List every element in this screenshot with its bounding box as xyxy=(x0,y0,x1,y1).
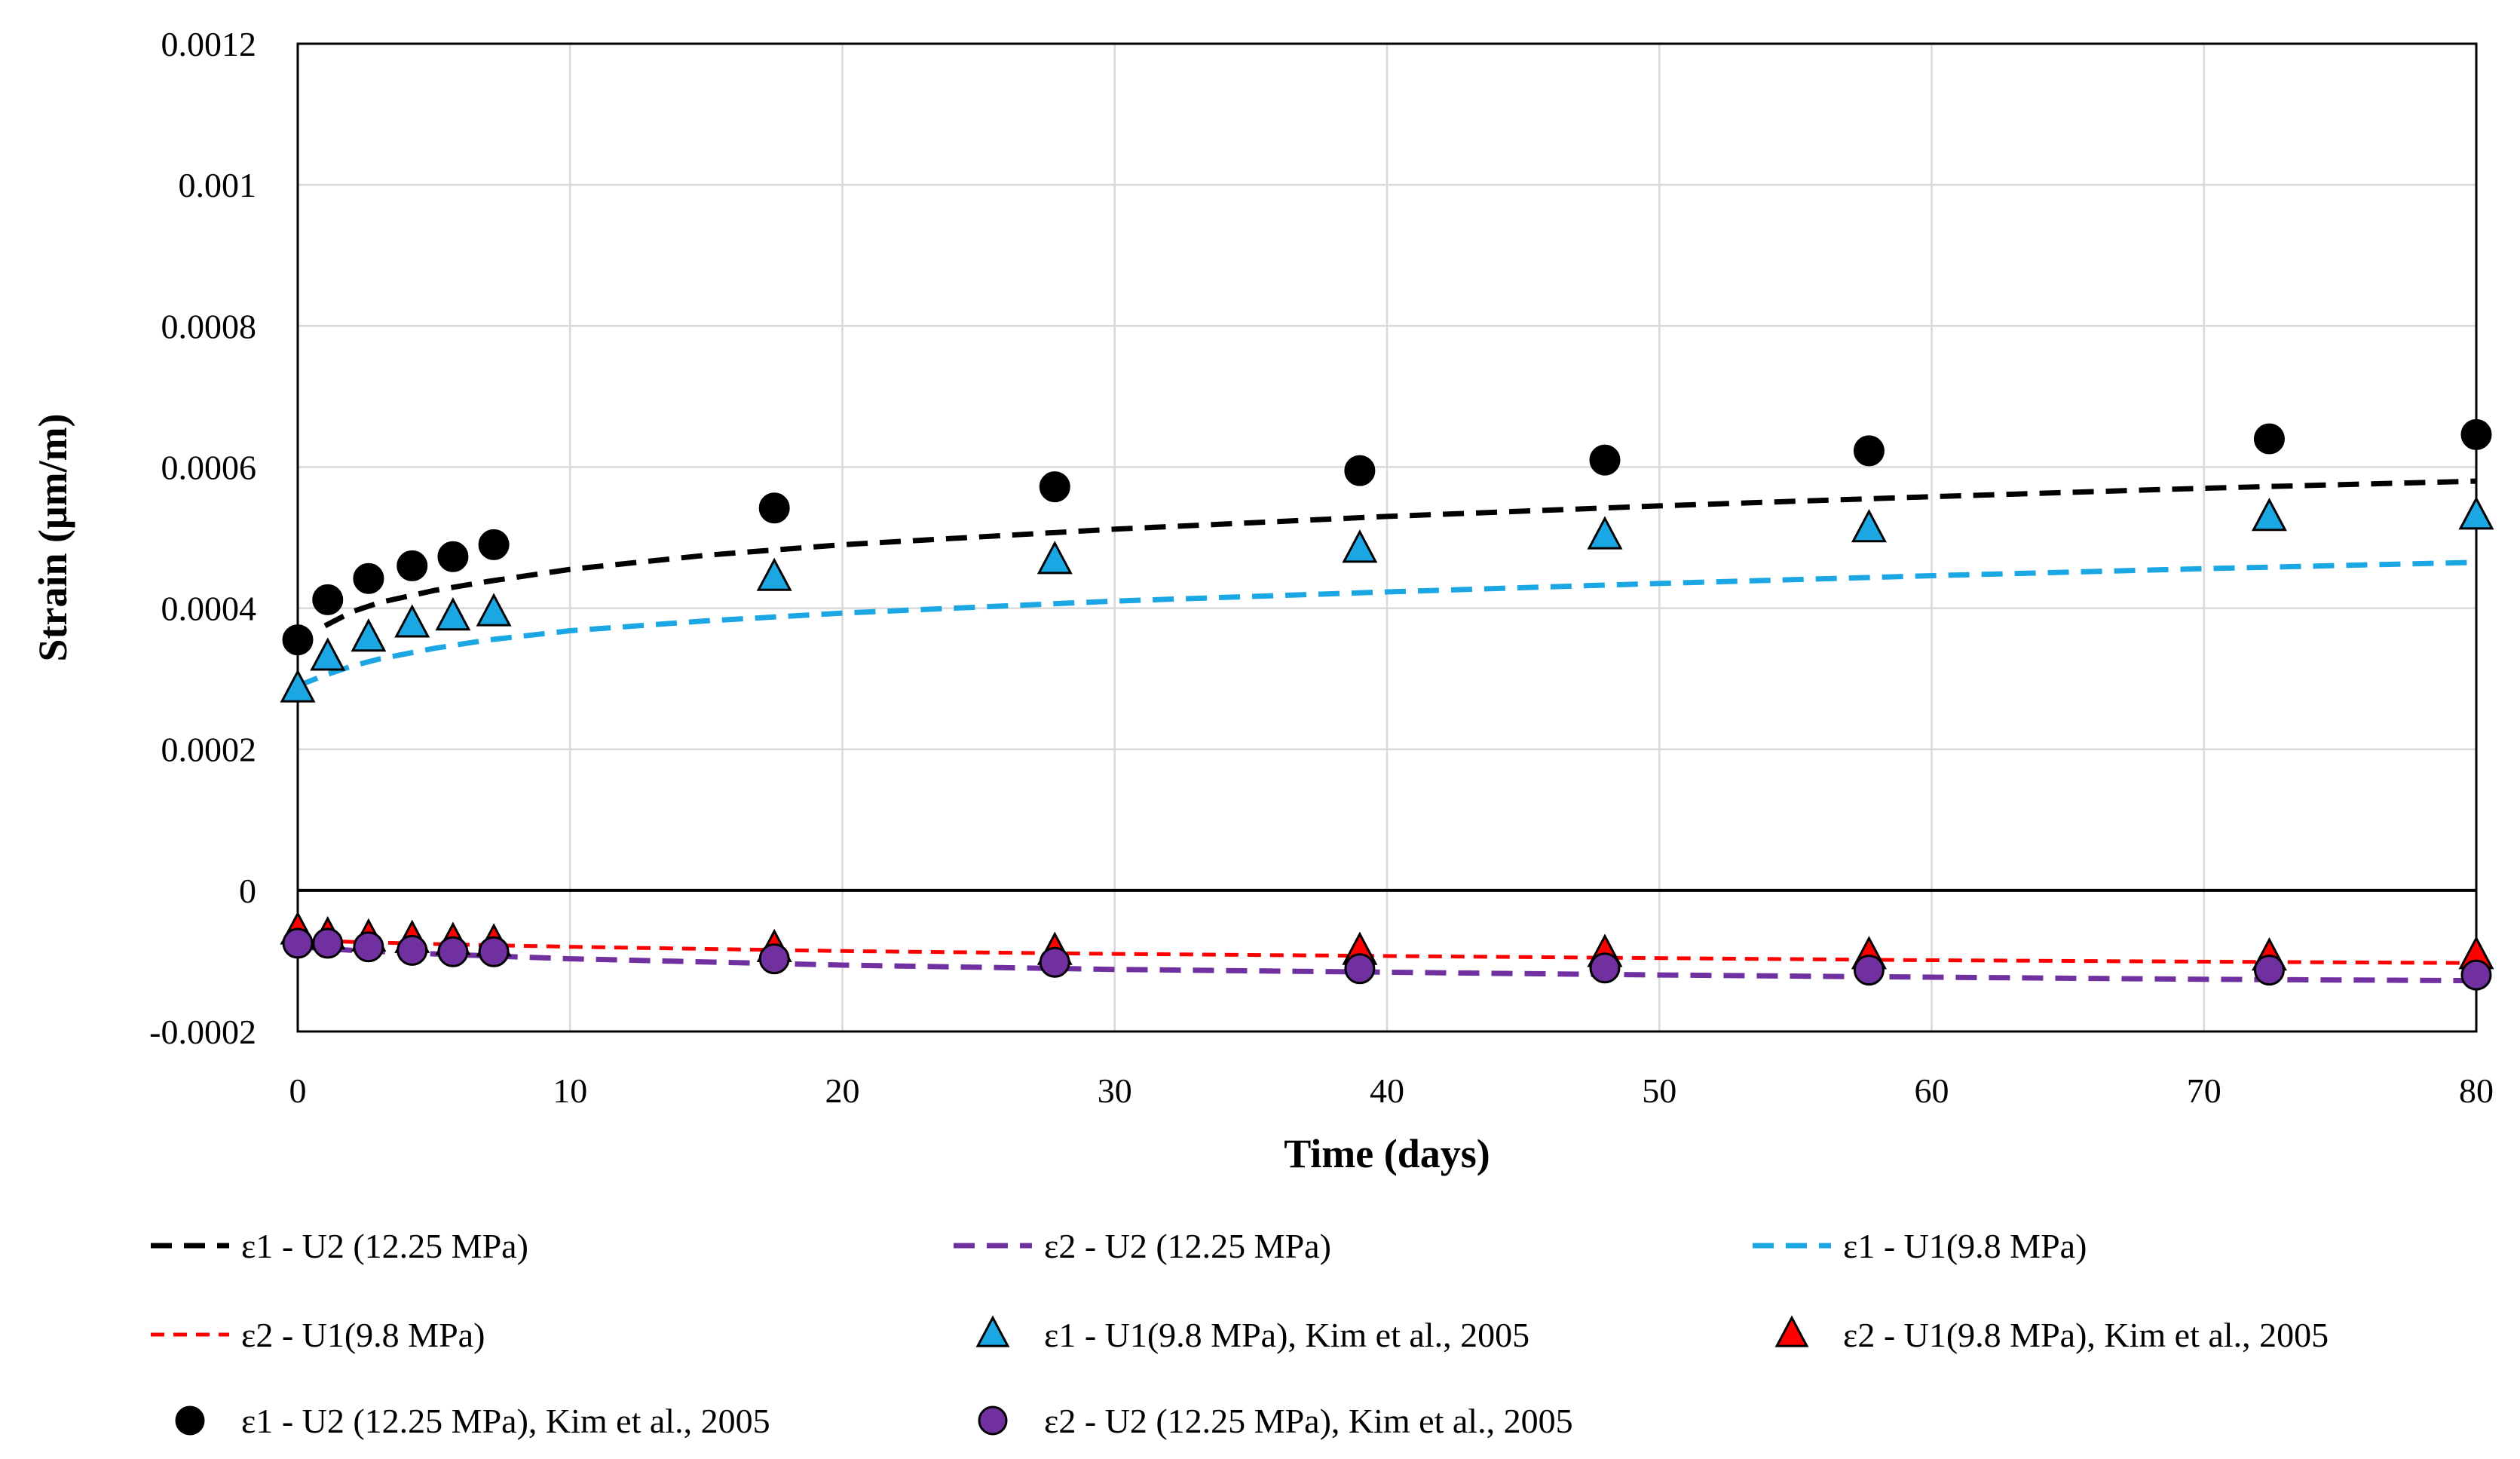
y-tick-label: 0.001 xyxy=(179,166,257,204)
x-tick-label: 20 xyxy=(825,1071,860,1110)
data-point-triangle xyxy=(351,618,387,652)
data-point-triangle xyxy=(310,637,346,671)
data-point-circle xyxy=(312,927,344,959)
legend-label: ε2 - U1(9.8 MPa), Kim et al., 2005 xyxy=(1843,1316,2329,1354)
data-point-circle xyxy=(1589,952,1621,984)
series-line xyxy=(323,478,2477,629)
legend-item: ε2 - U2 (12.25 MPa) xyxy=(954,1227,1331,1265)
legend-label: ε2 - U1(9.8 MPa) xyxy=(241,1316,485,1354)
data-point-circle xyxy=(478,529,510,560)
x-tick-label: 0 xyxy=(289,1071,307,1110)
data-point-triangle xyxy=(435,596,471,631)
data-point-circle xyxy=(1039,946,1070,978)
data-point-circle xyxy=(1039,471,1070,503)
y-tick-label: 0.0002 xyxy=(161,731,257,769)
series-line xyxy=(296,559,2477,688)
y-tick-label: 0.0004 xyxy=(161,590,257,628)
y-tick-label: 0.0012 xyxy=(161,25,257,63)
x-tick-label: 10 xyxy=(553,1071,587,1110)
series-markers xyxy=(280,418,2494,991)
plot-area-border xyxy=(296,42,2478,1033)
y-tick-label: 0.0008 xyxy=(161,307,257,345)
data-point-circle xyxy=(353,562,384,594)
data-point-triangle xyxy=(394,604,430,638)
x-tick-label: 50 xyxy=(1642,1071,1676,1110)
legend-label: ε2 - U2 (12.25 MPa) xyxy=(1044,1227,1331,1265)
data-point-circle xyxy=(282,927,314,959)
x-axis-ticks: 0 10 20 30 40 50 60 70 80 xyxy=(289,1071,2494,1110)
data-point-circle xyxy=(282,624,314,656)
data-point-triangle xyxy=(280,669,316,703)
x-tick-label: 80 xyxy=(2459,1071,2494,1110)
data-point-circle xyxy=(1853,955,1885,986)
legend-label: ε1 - U1(9.8 MPa) xyxy=(1843,1227,2087,1265)
data-point-circle xyxy=(353,931,384,963)
legend-item: ε1 - U1(9.8 MPa), Kim et al., 2005 xyxy=(975,1315,1529,1354)
data-point-triangle xyxy=(1342,529,1378,563)
data-point-circle xyxy=(2253,423,2285,455)
y-tick-label: 0.0006 xyxy=(161,448,257,486)
data-point-triangle xyxy=(756,557,792,591)
data-point-triangle xyxy=(1851,509,1887,543)
series-line xyxy=(297,937,2477,965)
data-point-triangle xyxy=(1036,541,1073,575)
legend-item: ε1 - U2 (12.25 MPa) xyxy=(151,1227,528,1265)
data-point-circle xyxy=(397,550,428,581)
x-axis-title: Time (days) xyxy=(1284,1131,1490,1176)
data-point-circle xyxy=(437,936,469,967)
legend-item: ε2 - U2 (12.25 MPa), Kim et al., 2005 xyxy=(978,1402,1573,1440)
data-point-circle xyxy=(312,584,344,615)
data-point-circle xyxy=(1589,444,1621,476)
y-axis-title: Strain (μm/m) xyxy=(30,413,75,661)
data-point-circle xyxy=(437,541,469,572)
legend-label: ε1 - U2 (12.25 MPa), Kim et al., 2005 xyxy=(241,1402,770,1440)
data-point-triangle xyxy=(2458,496,2494,530)
legend-label: ε1 - U1(9.8 MPa), Kim et al., 2005 xyxy=(1044,1316,1529,1354)
legend-marker-swatch xyxy=(1774,1315,1809,1347)
legend-label: ε1 - U2 (12.25 MPa) xyxy=(241,1227,528,1265)
legend: ε1 - U2 (12.25 MPa) ε2 - U2 (12.25 MPa) ε1… xyxy=(151,1227,2329,1440)
data-point-circle xyxy=(758,943,790,975)
x-tick-label: 40 xyxy=(1370,1071,1404,1110)
data-point-circle xyxy=(2253,955,2285,986)
x-tick-label: 70 xyxy=(2187,1071,2221,1110)
legend-label: ε2 - U2 (12.25 MPa), Kim et al., 2005 xyxy=(1044,1402,1573,1440)
data-point-triangle xyxy=(2251,498,2287,532)
legend-item: ε2 - U1(9.8 MPa), Kim et al., 2005 xyxy=(1774,1315,2329,1354)
data-point-circle xyxy=(2460,959,2492,991)
data-point-circle xyxy=(1853,435,1885,467)
data-point-circle xyxy=(1344,455,1376,486)
data-point-circle xyxy=(1344,953,1376,985)
data-point-circle xyxy=(478,936,510,967)
legend-item: ε1 - U2 (12.25 MPa), Kim et al., 2005 xyxy=(175,1402,770,1440)
legend-marker-swatch xyxy=(975,1315,1010,1347)
x-tick-label: 30 xyxy=(1098,1071,1132,1110)
grid xyxy=(298,44,2476,1031)
legend-item: ε2 - U1(9.8 MPa) xyxy=(151,1316,485,1354)
y-tick-label: 0 xyxy=(239,872,256,910)
data-point-triangle xyxy=(1587,516,1623,550)
y-axis-ticks: -0.0002 0 0.0002 0.0004 0.0006 0.0008 0.001 0.0… xyxy=(149,25,256,1051)
data-point-circle xyxy=(758,492,790,524)
data-point-circle xyxy=(397,934,428,966)
x-tick-label: 60 xyxy=(1915,1071,1949,1110)
legend-marker-swatch xyxy=(175,1405,205,1436)
legend-item: ε1 - U1(9.8 MPa) xyxy=(1753,1227,2087,1265)
legend-marker-swatch xyxy=(978,1405,1008,1436)
data-point-circle xyxy=(2460,418,2492,450)
y-tick-label: -0.0002 xyxy=(149,1013,256,1051)
data-point-triangle xyxy=(476,593,512,627)
